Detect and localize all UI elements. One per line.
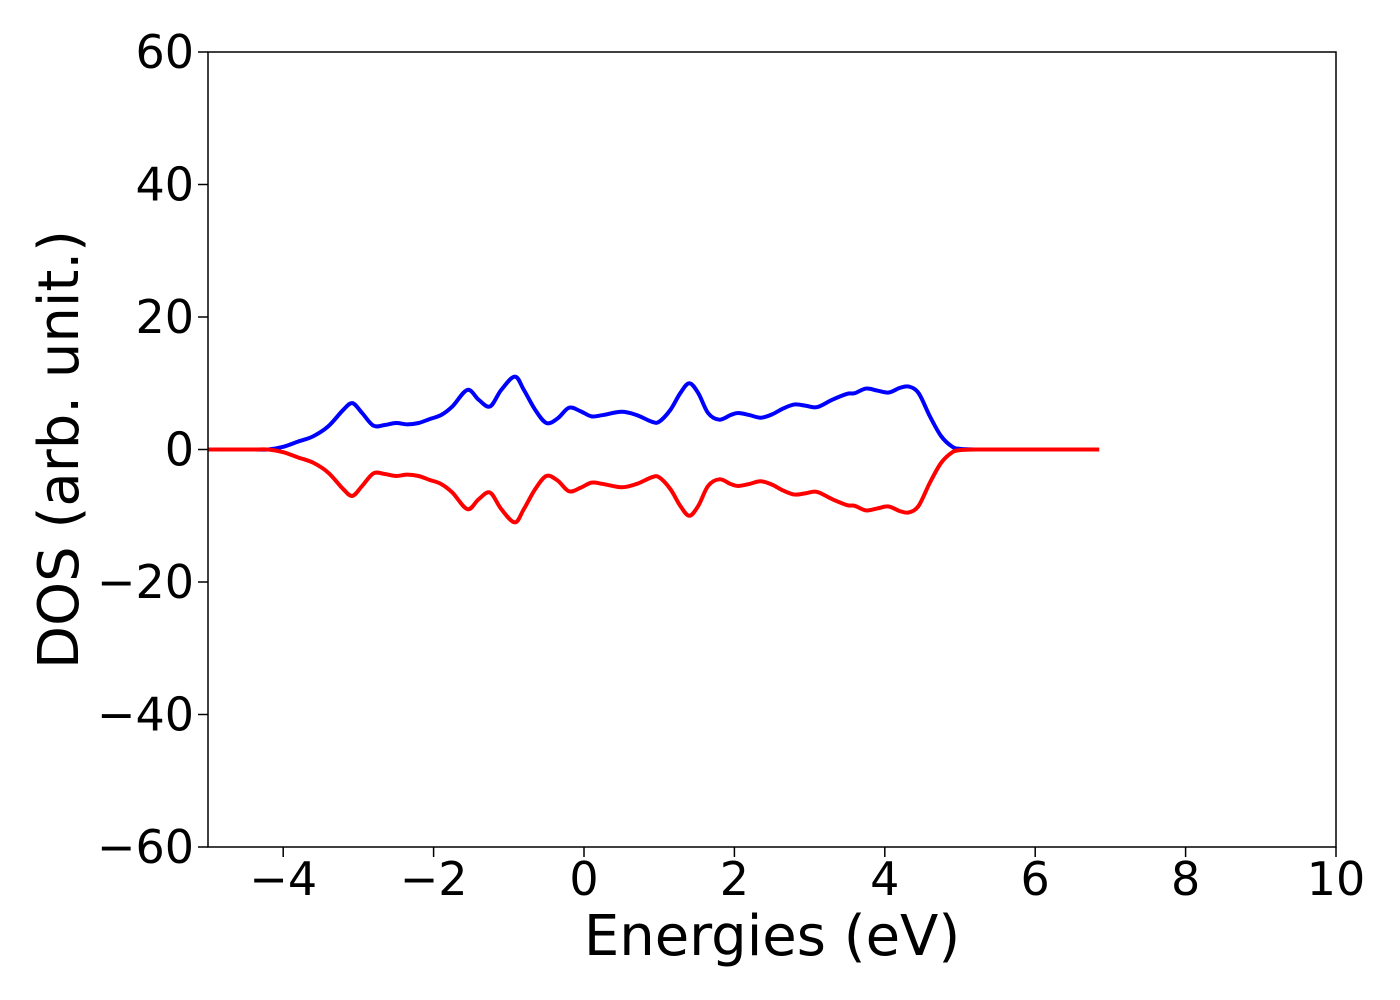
series-line-up [208, 374, 1100, 452]
x-tick-label: 0 [569, 852, 598, 906]
y-tick-label: 40 [135, 158, 194, 212]
y-tick-label: 0 [165, 423, 194, 477]
x-axis-label: Energies (eV) [584, 904, 960, 969]
y-tick-label: 20 [135, 290, 194, 344]
x-tick-label: 4 [870, 852, 899, 906]
y-tick-label: −40 [97, 688, 194, 742]
y-tick-label: −20 [97, 555, 194, 609]
x-tick-label: 8 [1171, 852, 1200, 906]
y-tick-label: −60 [97, 820, 194, 874]
series-line-down [208, 447, 1100, 525]
x-tick-label: 10 [1307, 852, 1366, 906]
x-tick-label: 6 [1021, 852, 1050, 906]
plot-frame [207, 51, 1337, 848]
x-tick-label: −4 [249, 852, 317, 906]
series-layer [208, 374, 1100, 525]
y-tick-label: 60 [135, 25, 194, 79]
y-axis-label: DOS (arb. unit.) [27, 230, 92, 669]
x-tick-label: 2 [720, 852, 749, 906]
x-tick-label: −2 [400, 852, 468, 906]
